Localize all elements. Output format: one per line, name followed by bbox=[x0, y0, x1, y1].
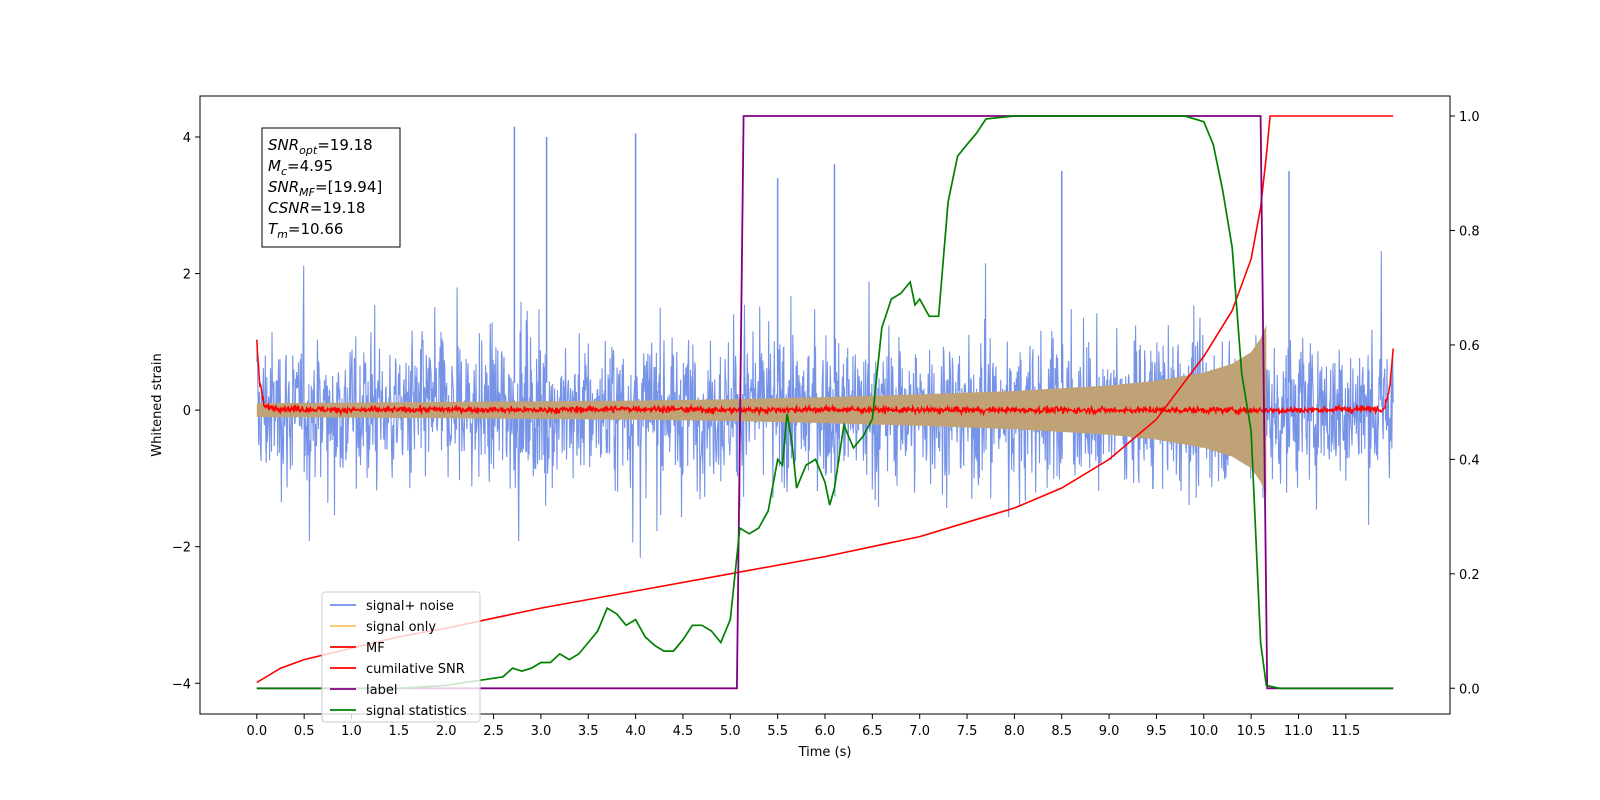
annotation-subscript: m bbox=[277, 228, 288, 241]
y-tick-label: 0 bbox=[183, 404, 191, 419]
y-tick-label: −2 bbox=[172, 541, 191, 556]
legend-label: signal+ noise bbox=[366, 599, 454, 614]
x-tick-label: 0.5 bbox=[294, 724, 315, 739]
x-tick-label: 8.0 bbox=[1004, 724, 1025, 739]
annotation-value: =19.18 bbox=[310, 199, 366, 217]
annotation-variable: SNR bbox=[268, 136, 299, 154]
series-mf-line bbox=[256, 339, 1394, 417]
x-tick-label: 11.0 bbox=[1284, 724, 1313, 739]
x-tick-label: 3.5 bbox=[578, 724, 599, 739]
x-tick-label: 7.5 bbox=[957, 724, 978, 739]
x-tick-label: 6.0 bbox=[815, 724, 836, 739]
y-tick-label: 2 bbox=[183, 268, 191, 283]
x-tick-label: 2.0 bbox=[436, 724, 457, 739]
x-tick-label: 0.0 bbox=[246, 724, 267, 739]
annotation-value: =19.18 bbox=[317, 136, 373, 154]
x-tick-label: 3.0 bbox=[531, 724, 552, 739]
annotation-subscript: c bbox=[281, 165, 287, 178]
annotation-value: =[19.94] bbox=[315, 178, 382, 196]
legend-label: signal only bbox=[366, 620, 436, 635]
x-tick-label: 11.5 bbox=[1331, 724, 1360, 739]
x-tick-label: 10.0 bbox=[1189, 724, 1218, 739]
annotation-line: Tm=10.66 bbox=[268, 220, 343, 241]
annotation-value: =10.66 bbox=[288, 220, 344, 238]
x-tick-label: 4.5 bbox=[673, 724, 694, 739]
x-tick-label: 8.5 bbox=[1051, 724, 1072, 739]
annotation-box: SNRopt=19.18Mc=4.95SNRMF=[19.94]CSNR=19.… bbox=[261, 127, 401, 248]
annotation-line: SNRMF=[19.94] bbox=[268, 178, 382, 199]
x-tick-label: 1.5 bbox=[389, 724, 410, 739]
legend-label: MF bbox=[366, 641, 385, 656]
x-tick-label: 5.5 bbox=[767, 724, 788, 739]
y-right-tick-label: 1.0 bbox=[1459, 110, 1480, 125]
annotation-variable: M bbox=[268, 157, 281, 175]
annotation-variable: SNR bbox=[268, 178, 299, 196]
legend: signal+ noise signal only MF cumilative SNR… bbox=[321, 591, 481, 723]
y-tick-label: −4 bbox=[172, 677, 191, 692]
x-tick-label: 6.5 bbox=[862, 724, 883, 739]
x-tick-label: 10.5 bbox=[1237, 724, 1266, 739]
y-tick-label: 4 bbox=[183, 131, 191, 146]
annotation-frame bbox=[261, 127, 401, 248]
annotation-subscript: opt bbox=[299, 144, 318, 157]
annotation-line: SNRopt=19.18 bbox=[268, 136, 373, 157]
annotation-line: CSNR=19.18 bbox=[268, 199, 365, 217]
x-tick-label: 5.0 bbox=[720, 724, 741, 739]
legend-label: signal statistics bbox=[366, 704, 467, 719]
y-right-tick-label: 0.8 bbox=[1459, 224, 1480, 239]
y-axis-right: 1.0 0.8 0.6 0.4 0.2 0.0 bbox=[1450, 110, 1480, 697]
y-right-tick-label: 0.0 bbox=[1459, 682, 1480, 697]
x-axis-label: Time (s) bbox=[798, 745, 852, 760]
annotation-variable: T bbox=[268, 220, 279, 238]
annotation-value: =4.95 bbox=[287, 157, 333, 175]
x-tick-label: 1.0 bbox=[341, 724, 362, 739]
x-tick-label: 9.5 bbox=[1146, 724, 1167, 739]
y-right-tick-label: 0.2 bbox=[1459, 568, 1480, 583]
y-right-tick-label: 0.6 bbox=[1459, 339, 1480, 354]
legend-label: cumilative SNR bbox=[366, 662, 465, 677]
x-tick-label: 7.0 bbox=[909, 724, 930, 739]
annotation-line: Mc=4.95 bbox=[268, 157, 333, 178]
y-right-tick-label: 0.4 bbox=[1459, 453, 1480, 468]
x-tick-label: 2.5 bbox=[483, 724, 504, 739]
y-axis-left: 4 2 0 −2 −4 bbox=[172, 131, 200, 692]
x-tick-label: 9.0 bbox=[1099, 724, 1120, 739]
x-tick-label: 4.0 bbox=[625, 724, 646, 739]
annotation-variable: CSNR bbox=[268, 199, 310, 217]
series-signal-statistics-line bbox=[256, 115, 1394, 690]
legend-frame bbox=[321, 591, 481, 723]
annotation-subscript: MF bbox=[299, 186, 315, 199]
legend-label: label bbox=[366, 683, 397, 698]
y-axis-label: Whitened strain bbox=[150, 353, 165, 456]
